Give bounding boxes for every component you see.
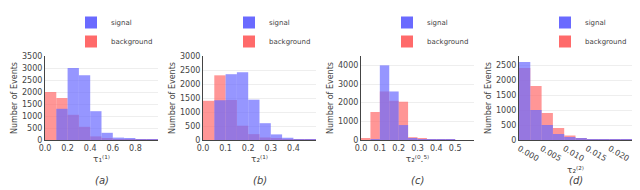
svg-text:0: 0 <box>353 136 358 145</box>
svg-text:τ₂⁽²⁾: τ₂⁽²⁾ <box>567 165 584 175</box>
svg-text:Number of Events: Number of Events <box>484 62 493 134</box>
svg-text:500: 500 <box>185 122 200 131</box>
svg-text:τ₂⁽¹⁾: τ₂⁽¹⁾ <box>251 154 268 164</box>
svg-text:τ₁⁽¹⁾: τ₁⁽¹⁾ <box>93 154 110 164</box>
svg-text:0.4: 0.4 <box>430 144 443 153</box>
svg-text:0.1: 0.1 <box>373 144 386 153</box>
svg-text:2500: 2500 <box>496 61 516 70</box>
svg-text:0.6: 0.6 <box>106 144 119 153</box>
svg-text:0.0: 0.0 <box>355 144 368 153</box>
svg-text:0.2: 0.2 <box>392 144 405 153</box>
svg-text:background: background <box>427 38 468 46</box>
svg-text:2000: 2000 <box>338 98 358 107</box>
svg-text:0.8: 0.8 <box>129 144 142 153</box>
svg-text:Number of Events: Number of Events <box>326 62 335 134</box>
svg-text:2000: 2000 <box>496 76 516 85</box>
svg-text:0.020: 0.020 <box>606 144 630 163</box>
svg-text:0.5: 0.5 <box>449 144 462 153</box>
svg-text:0.010: 0.010 <box>561 144 585 163</box>
svg-text:1000: 1000 <box>22 112 42 121</box>
svg-text:3000: 3000 <box>22 64 42 73</box>
svg-text:3500: 3500 <box>22 52 42 61</box>
svg-text:background: background <box>269 38 310 46</box>
svg-text:0.1: 0.1 <box>219 144 232 153</box>
svg-text:Number of Events: Number of Events <box>168 62 177 134</box>
svg-text:4000: 4000 <box>338 61 358 70</box>
svg-text:0.0: 0.0 <box>39 144 52 153</box>
svg-text:500: 500 <box>501 121 516 130</box>
svg-text:0: 0 <box>511 136 516 145</box>
svg-text:1500: 1500 <box>496 91 516 100</box>
svg-text:0.3: 0.3 <box>264 144 277 153</box>
svg-text:(a): (a) <box>95 175 109 186</box>
svg-text:signal: signal <box>427 19 448 27</box>
svg-text:0.015: 0.015 <box>584 144 608 163</box>
svg-text:τ₂⁽⁰.⁵⁾: τ₂⁽⁰.⁵⁾ <box>406 154 430 164</box>
svg-text:3000: 3000 <box>180 52 200 61</box>
svg-text:3000: 3000 <box>338 80 358 89</box>
svg-text:2500: 2500 <box>22 76 42 85</box>
svg-text:background: background <box>111 38 152 46</box>
svg-text:1000: 1000 <box>496 106 516 115</box>
svg-text:0.2: 0.2 <box>61 144 74 153</box>
svg-text:(d): (d) <box>569 175 583 186</box>
svg-text:1000: 1000 <box>338 117 358 126</box>
svg-text:500: 500 <box>27 124 42 133</box>
svg-text:0.000: 0.000 <box>516 144 540 163</box>
svg-text:Number of Events: Number of Events <box>10 62 19 134</box>
svg-text:2000: 2000 <box>22 88 42 97</box>
svg-text:background: background <box>585 38 626 46</box>
svg-text:0.2: 0.2 <box>242 144 255 153</box>
svg-text:signal: signal <box>585 19 606 27</box>
svg-text:0.4: 0.4 <box>287 144 300 153</box>
svg-text:signal: signal <box>111 19 132 27</box>
svg-text:2000: 2000 <box>180 80 200 89</box>
svg-text:0.005: 0.005 <box>539 144 563 163</box>
svg-text:1000: 1000 <box>180 108 200 117</box>
svg-text:0: 0 <box>195 136 200 145</box>
svg-text:1500: 1500 <box>180 94 200 103</box>
svg-text:1500: 1500 <box>22 100 42 109</box>
svg-text:(c): (c) <box>411 175 424 186</box>
svg-text:0.4: 0.4 <box>84 144 97 153</box>
svg-text:(b): (b) <box>253 175 267 186</box>
svg-text:0.0: 0.0 <box>197 144 210 153</box>
svg-text:0: 0 <box>37 136 42 145</box>
svg-text:2500: 2500 <box>180 66 200 75</box>
svg-text:signal: signal <box>269 19 290 27</box>
svg-text:0.3: 0.3 <box>411 144 424 153</box>
